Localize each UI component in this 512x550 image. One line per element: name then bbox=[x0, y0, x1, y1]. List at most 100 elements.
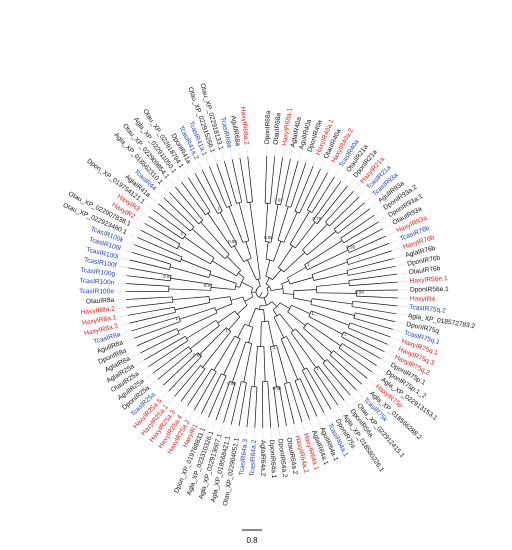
tree-branch bbox=[379, 325, 393, 330]
tree-branch bbox=[278, 386, 283, 402]
tree-branch bbox=[281, 401, 287, 426]
tree-branch bbox=[217, 310, 235, 324]
tree-branch bbox=[359, 362, 373, 373]
tree-branch-arc bbox=[176, 328, 180, 334]
tree-branch bbox=[144, 222, 170, 239]
tree-branch bbox=[186, 320, 217, 339]
tree-branch bbox=[241, 281, 253, 288]
tree-branch bbox=[379, 281, 398, 284]
tree-branch-arc bbox=[239, 277, 245, 288]
tree-branch bbox=[126, 297, 149, 300]
tree-branch bbox=[280, 157, 283, 169]
tree-branch bbox=[228, 206, 244, 243]
tree-branch bbox=[175, 186, 195, 211]
support-value: 0.91 bbox=[163, 274, 172, 279]
tree-branch bbox=[338, 191, 354, 209]
tree-branch bbox=[323, 397, 332, 410]
tree-branch bbox=[329, 203, 353, 227]
tree-branch bbox=[364, 228, 383, 239]
tree-branch-arc bbox=[340, 238, 344, 244]
tree-branch bbox=[223, 338, 241, 375]
tree-branch bbox=[329, 354, 344, 368]
tree-branch bbox=[277, 206, 289, 241]
tree-branch-arc bbox=[224, 254, 230, 259]
tree-branch bbox=[337, 216, 360, 234]
support-value: 0.99 bbox=[273, 386, 282, 391]
tree-branch bbox=[270, 346, 277, 387]
tree-branch bbox=[168, 350, 193, 371]
tree-branch bbox=[224, 187, 232, 206]
leaf-label: AgulIR68a bbox=[229, 115, 241, 147]
tree-branch bbox=[275, 167, 282, 205]
tree-branch bbox=[157, 311, 176, 317]
tree-branch-arc bbox=[280, 336, 287, 340]
tree-branch bbox=[286, 336, 305, 370]
tree-branch bbox=[372, 316, 395, 322]
leaf-guide-line bbox=[396, 272, 407, 275]
tree-branch bbox=[202, 371, 217, 395]
tree-branch bbox=[140, 346, 154, 354]
tree-branch bbox=[129, 316, 158, 324]
tree-branch bbox=[313, 369, 323, 382]
tree-branch bbox=[137, 237, 160, 248]
tree-branch bbox=[348, 275, 387, 281]
tree-branch bbox=[377, 243, 390, 248]
tree-branch bbox=[228, 316, 241, 330]
tree-branch-arc bbox=[277, 239, 285, 243]
tree-branch bbox=[174, 375, 192, 397]
tree-branch-arc bbox=[174, 307, 176, 313]
tree-branch bbox=[346, 237, 365, 248]
tree-branch bbox=[295, 401, 303, 423]
tree-branch bbox=[333, 214, 351, 230]
tree-branch bbox=[134, 328, 160, 339]
tree-branch-arc bbox=[211, 368, 217, 372]
tree-branch bbox=[368, 221, 379, 229]
tree-branch bbox=[200, 221, 230, 255]
tree-branch bbox=[243, 343, 252, 383]
tree-branch bbox=[333, 350, 359, 372]
tree-branch bbox=[126, 304, 152, 308]
tree-branch bbox=[254, 409, 257, 428]
tree-branch bbox=[316, 292, 357, 294]
tree-branch bbox=[162, 373, 177, 386]
support-value: 1 bbox=[217, 206, 220, 211]
tree-branch bbox=[331, 185, 348, 206]
tree-branch bbox=[311, 298, 353, 305]
tree-branch-arc bbox=[294, 210, 300, 214]
tree-branch bbox=[312, 192, 334, 221]
leaf-guide-line bbox=[116, 282, 127, 284]
tree-branch bbox=[351, 306, 377, 311]
tree-branch bbox=[307, 249, 349, 271]
tree-branch bbox=[275, 404, 279, 428]
tree-branch bbox=[248, 327, 254, 343]
tree-branch bbox=[343, 367, 363, 385]
tree-branch bbox=[151, 301, 174, 306]
tree-branch bbox=[316, 205, 332, 224]
leaf-guide-line bbox=[392, 329, 403, 333]
tree-branch bbox=[159, 246, 183, 258]
leaf-guide-line bbox=[174, 401, 182, 410]
leaf-guide-line bbox=[238, 147, 241, 158]
tree-branch bbox=[176, 209, 195, 228]
tree-branch bbox=[194, 209, 204, 221]
tree-branch bbox=[208, 390, 221, 418]
tree-branches bbox=[125, 156, 398, 428]
tree-branch bbox=[226, 256, 241, 271]
leaf-guide-line bbox=[361, 384, 370, 392]
tree-branch bbox=[143, 270, 172, 276]
leaf-guide-line bbox=[286, 425, 289, 436]
leaf-guide-lines bbox=[116, 146, 408, 438]
leaf-guide-line bbox=[229, 149, 233, 160]
tree-branch bbox=[157, 370, 169, 380]
tree-branch-arc bbox=[273, 386, 280, 388]
leaf-guide-line bbox=[131, 225, 141, 231]
tree-branch bbox=[285, 177, 294, 206]
tree-branch bbox=[301, 370, 312, 389]
tree-branch-arc bbox=[284, 381, 290, 384]
leaf-guide-line bbox=[278, 426, 281, 437]
tree-branch bbox=[368, 343, 385, 352]
leaf-label: DponIR68a bbox=[264, 110, 272, 144]
tree-branch bbox=[207, 212, 232, 248]
tree-branch-arc bbox=[244, 323, 253, 328]
tree-branch bbox=[322, 362, 341, 384]
